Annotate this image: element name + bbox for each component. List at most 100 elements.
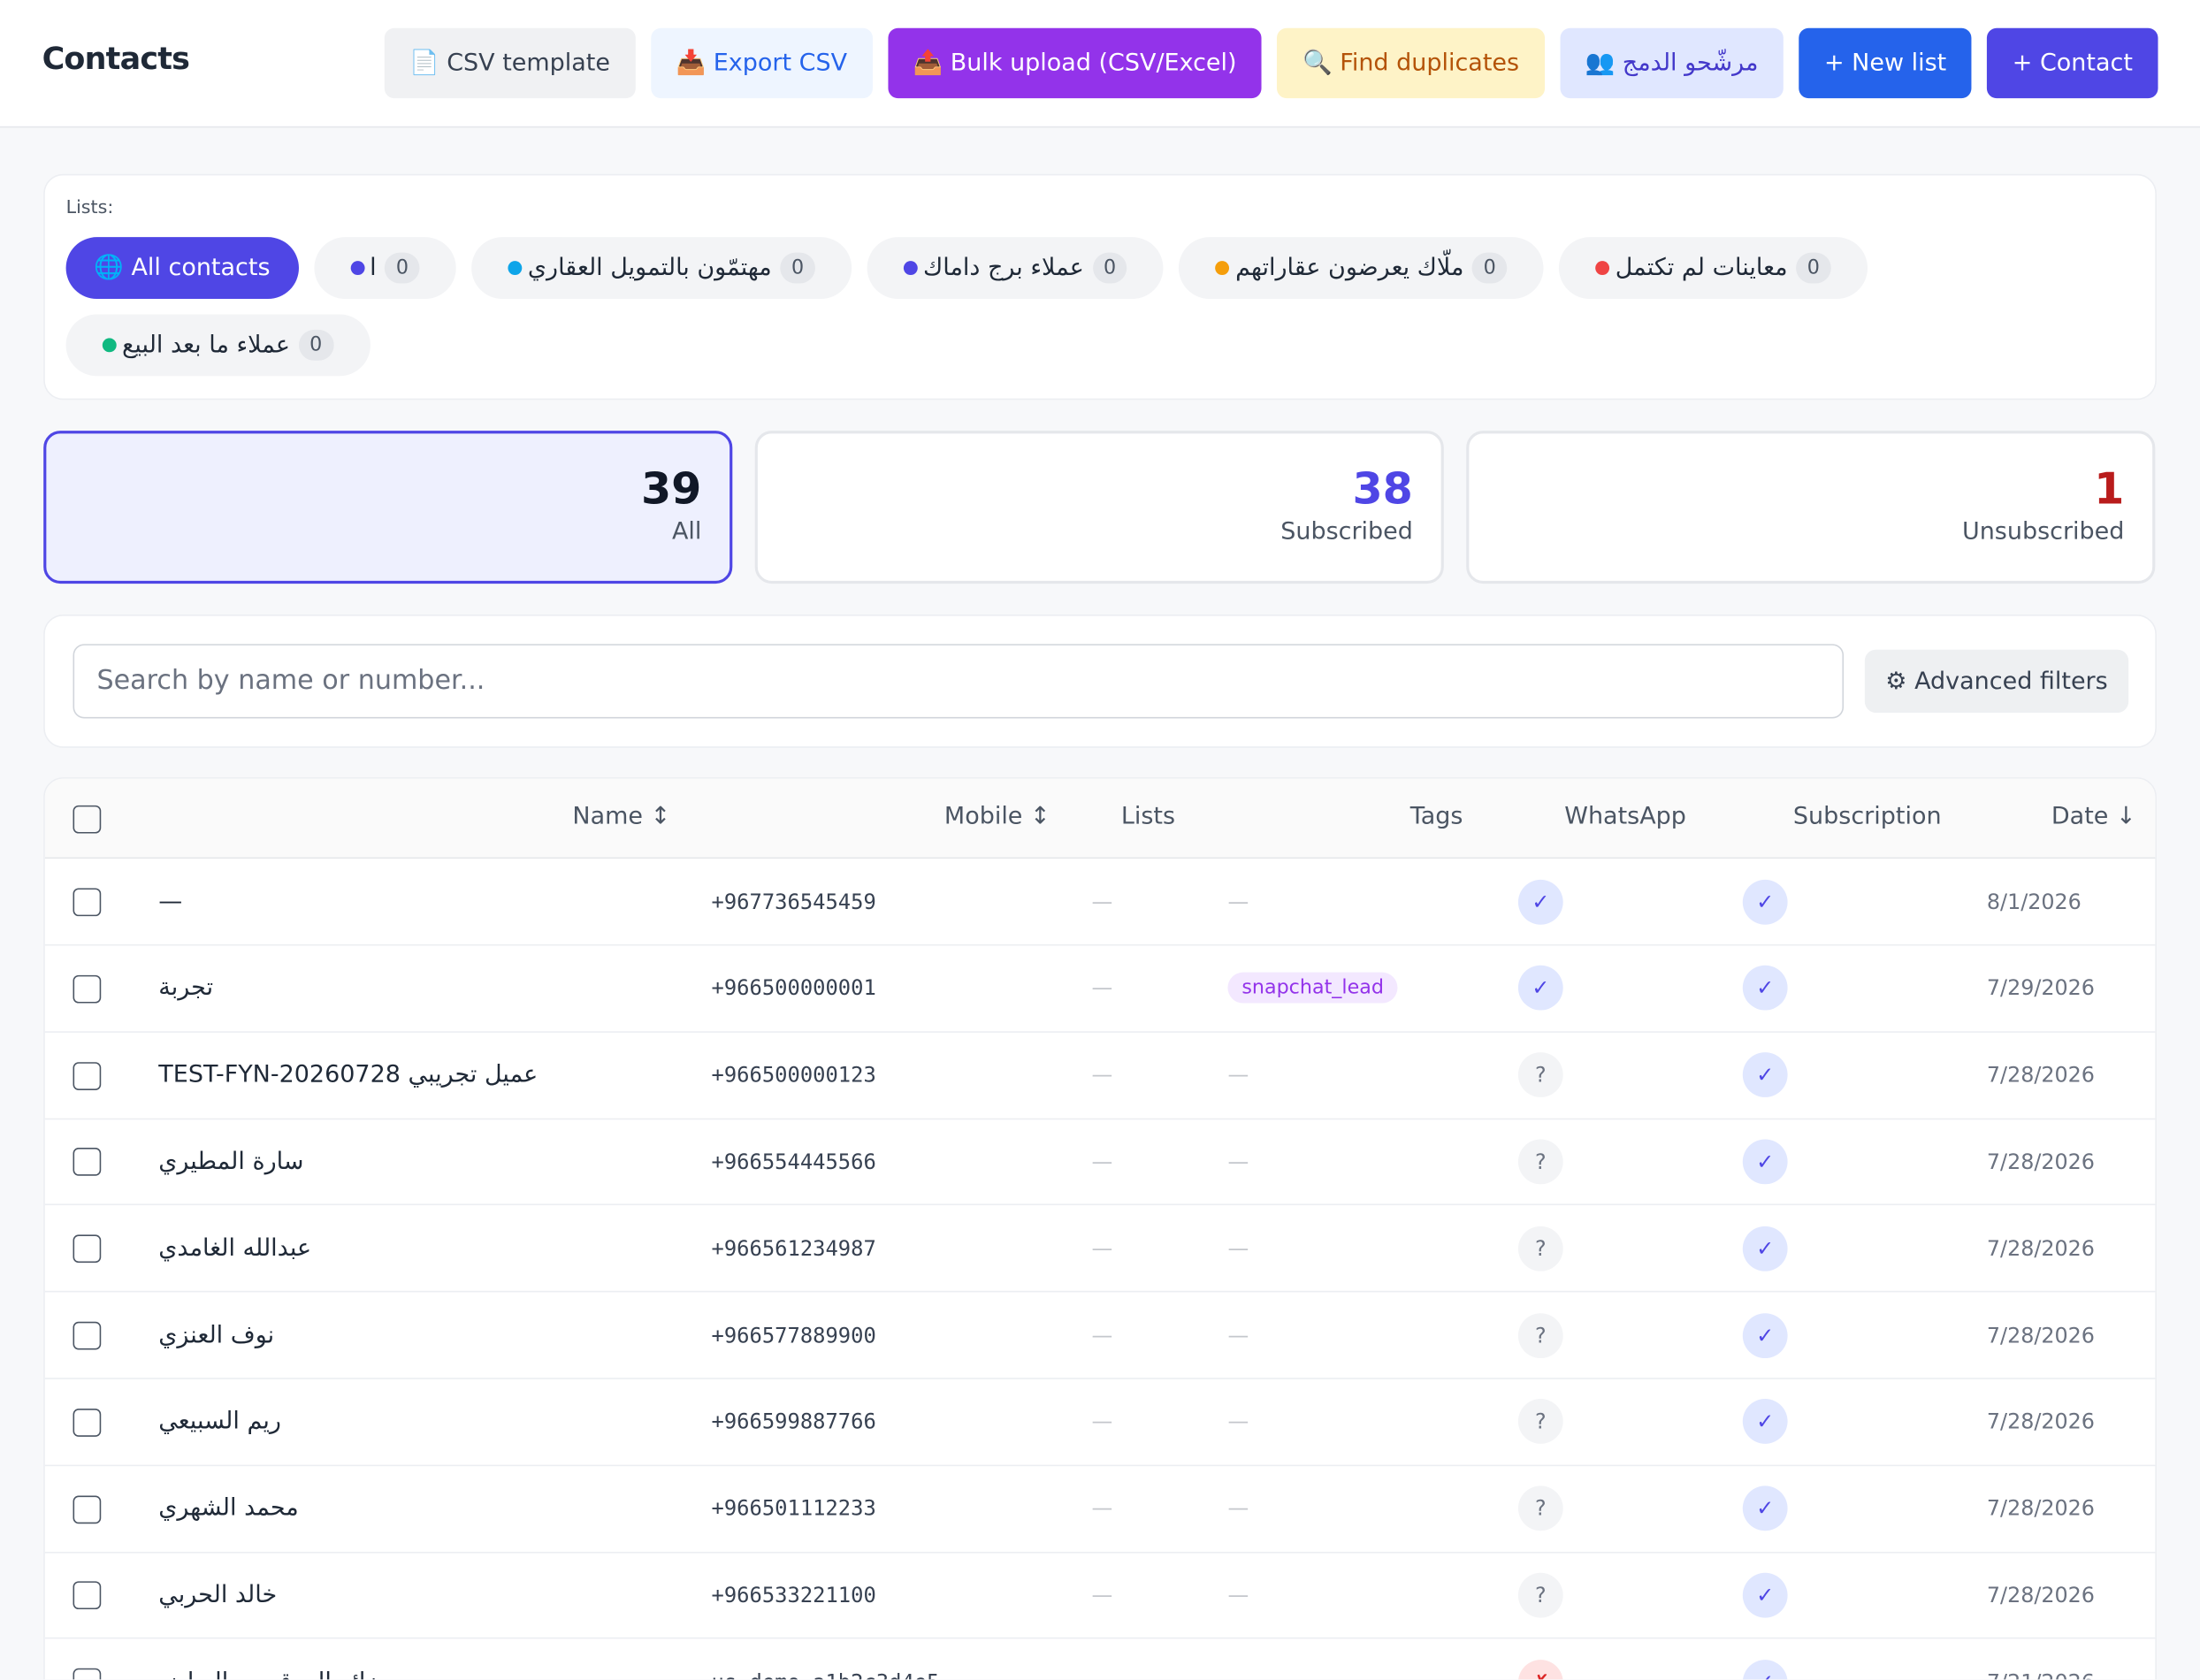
whatsapp-status: ? [1517, 1052, 1563, 1098]
lists: — [1091, 975, 1113, 1001]
lists: — [1092, 1669, 1113, 1680]
lists: — [1091, 1062, 1113, 1088]
contact-name: خالد الحربي [158, 1581, 278, 1609]
column-header[interactable]: Date ↓ [2051, 802, 2136, 831]
tags: — [1227, 1582, 1249, 1608]
row-checkbox[interactable] [73, 1408, 102, 1437]
table-row: خالد الحربي +966533221100 — —? ✓ 7/28/2026 [44, 1553, 2156, 1640]
subscription-status: ✓ [1742, 1226, 1788, 1271]
list-color [1595, 261, 1610, 276]
toolbar-button[interactable]: 📤 Bulk upload (CSV/Excel) [888, 27, 1263, 99]
lists: — [1091, 1582, 1113, 1608]
lists: — [1091, 1235, 1113, 1262]
whatsapp-status: ? [1517, 1399, 1563, 1445]
search-input[interactable]: Search by name or number... [73, 644, 1845, 719]
stat-value: 1 [2094, 464, 2125, 515]
toolbar-button[interactable]: 🔍 Find duplicates [1277, 27, 1545, 99]
toolbar-button[interactable]: + Contact [1987, 27, 2158, 99]
list-name: ا [370, 254, 377, 282]
row-checkbox[interactable] [73, 974, 102, 1004]
list-chip-all[interactable]: 🌐 All contacts [65, 237, 299, 299]
toolbar-button[interactable]: + New list [1799, 27, 1972, 99]
whatsapp-status: ? [1517, 1139, 1563, 1185]
whatsapp-status: ? [1517, 1485, 1563, 1531]
contact-name: عبدالله الغامدي [158, 1233, 312, 1263]
list-color [102, 338, 117, 353]
whatsapp-status: ? [1517, 1572, 1563, 1618]
page-title: Contacts [42, 42, 190, 78]
list-color [349, 261, 364, 276]
lists: — [1091, 1409, 1113, 1435]
tags: — [1227, 1495, 1249, 1522]
search-card: Search by name or number... ⚙ Advanced f… [43, 615, 2157, 748]
whatsapp-status: ✗ [1517, 1659, 1563, 1680]
row-checkbox[interactable] [73, 1321, 102, 1350]
tags: — [1227, 1062, 1249, 1088]
contact-name: زائر الموقع — الرياض [158, 1668, 377, 1679]
list-name: مهتمّون بالتمويل العقاري [527, 254, 772, 282]
subscription-status: ✓ [1742, 1572, 1788, 1618]
lists-label: Lists: [65, 197, 114, 219]
tag: snapchat_lead [1227, 973, 1398, 1004]
list-chip[interactable]: مهتمّون بالتمويل العقاري 0 [471, 237, 852, 299]
row-checkbox[interactable] [73, 1494, 102, 1523]
row-checkbox[interactable] [73, 1148, 102, 1177]
row-checkbox[interactable] [73, 1581, 102, 1610]
toolbar: 📄 CSV template 📥 Export CSV 📤 Bulk upload … [384, 27, 2158, 99]
list-color [903, 261, 918, 276]
mobile: +966533221100 [711, 1582, 876, 1608]
contact-name: محمد الشهري [158, 1494, 299, 1523]
column-header: WhatsApp [1564, 802, 1686, 831]
stat-card[interactable]: 38 Subscribed [754, 431, 1444, 584]
toolbar-button[interactable]: 👥 مرشّحو الدمج [1560, 27, 1784, 99]
lists: — [1091, 889, 1113, 914]
contact-name: ريم السبيعي [158, 1408, 281, 1436]
table-row: TEST-FYN-20260728 عميل تجريبي +9665000001… [44, 1032, 2156, 1119]
row-checkbox[interactable] [73, 1669, 102, 1680]
mobile: +966577889900 [711, 1322, 876, 1348]
select-all[interactable] [73, 805, 102, 834]
list-count: 0 [385, 252, 420, 284]
column-header[interactable]: Name ↕ [572, 802, 671, 831]
list-count: 0 [1092, 252, 1127, 284]
date: 7/28/2026 [1986, 1062, 2095, 1088]
mobile: +967736545459 [711, 889, 876, 914]
subscription-status: ✓ [1742, 1659, 1788, 1680]
list-color [508, 261, 523, 276]
subscription-status: ✓ [1742, 1399, 1788, 1445]
mobile: +966500000001 [711, 975, 876, 1001]
stat-label: Subscribed [1280, 517, 1413, 546]
tags: — [1227, 1235, 1249, 1262]
mobile: +966599887766 [711, 1409, 876, 1435]
lists: — [1091, 1149, 1113, 1174]
subscription-status: ✓ [1742, 966, 1788, 1011]
toolbar-button[interactable]: 📄 CSV template [384, 27, 636, 99]
list-chip[interactable]: معاينات لم تكتمل 0 [1559, 237, 1868, 299]
subscription-status: ✓ [1742, 1312, 1788, 1358]
contact-name: تجربة [158, 974, 214, 1003]
date: 7/28/2026 [1986, 1409, 2095, 1435]
contact-name: TEST-FYN-20260728 عميل تجريبي [158, 1060, 539, 1089]
row-checkbox[interactable] [73, 1234, 102, 1264]
advanced-filters[interactable]: ⚙ Advanced filters [1864, 649, 2129, 714]
list-chip[interactable]: عملاء ما بعد البيع 0 [65, 314, 370, 377]
row-checkbox[interactable] [73, 1061, 102, 1090]
subscription-status: ✓ [1742, 1052, 1788, 1098]
list-chip[interactable]: عملاء برج داماك 0 [867, 237, 1165, 299]
table-row: زائر الموقع — الرياض us_demo_a1b2c3d4e5 — —… [45, 1639, 2156, 1680]
stat-card[interactable]: 39 All [43, 431, 733, 584]
toolbar-button[interactable]: 📥 Export CSV [651, 27, 873, 99]
stat-card[interactable]: 1 Unsubscribed [1466, 431, 2156, 584]
column-header[interactable]: Mobile ↕ [943, 802, 1050, 831]
list-count: 0 [780, 252, 815, 284]
list-chip[interactable]: ملّاك يعرضون عقاراتهم 0 [1179, 237, 1544, 299]
list-name: عملاء ما بعد البيع [122, 331, 290, 360]
tags: — [1227, 1409, 1249, 1435]
row-checkbox[interactable] [73, 888, 102, 917]
column-header: Tags [1409, 802, 1463, 831]
table-row: — +967736545459 — — ✓ ✓ 8/1/2026 [44, 859, 2156, 946]
date: 8/1/2026 [1986, 889, 2082, 914]
